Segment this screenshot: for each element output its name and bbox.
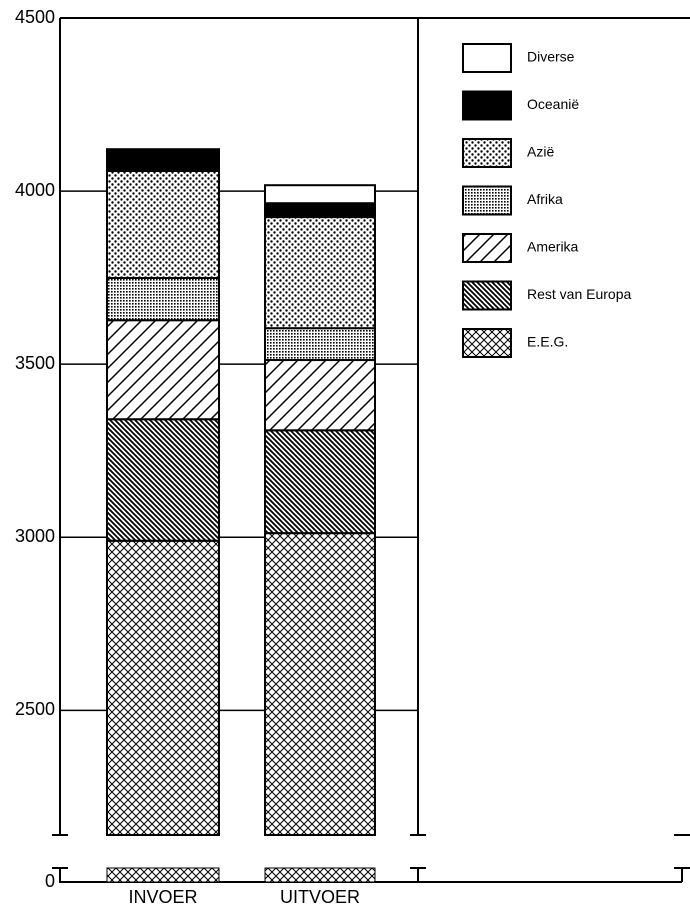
y-tick-label: 0 <box>45 871 55 891</box>
y-tick-label: 3000 <box>15 526 55 546</box>
legend-swatch <box>462 233 512 263</box>
legend-swatch <box>462 185 512 216</box>
legend-label: Amerika <box>527 239 579 255</box>
legend-swatch <box>462 328 512 358</box>
bar-segment <box>264 184 376 205</box>
bar-segment <box>264 216 376 330</box>
bar-segment <box>106 319 220 421</box>
bar-segment <box>264 359 376 432</box>
bar-segment <box>106 276 220 322</box>
bar-segment <box>106 170 220 279</box>
x-tick-label: UITVOER <box>280 887 360 907</box>
frame <box>52 17 690 883</box>
legend-label: Azië <box>527 144 554 160</box>
legend-swatch <box>462 138 512 168</box>
bar-segment <box>264 532 376 836</box>
y-tick-label: 4000 <box>15 180 55 200</box>
y-tick-label: 2500 <box>15 699 55 719</box>
x-tick-label: INVOER <box>128 887 197 907</box>
bar-segment <box>106 539 220 836</box>
legend-label: E.E.G. <box>527 334 568 350</box>
legend-label: Afrika <box>527 191 563 207</box>
bar-segment <box>264 327 376 362</box>
legend-swatch <box>462 43 512 73</box>
bar-segment <box>106 148 220 173</box>
y-tick-label: 3500 <box>15 353 55 373</box>
bar-segment <box>264 867 376 883</box>
legend-label: Diverse <box>527 49 575 65</box>
bar-segment <box>264 202 376 219</box>
legend-swatch <box>462 280 512 311</box>
legend-label: Rest van Europa <box>527 286 631 302</box>
bar-segment <box>106 867 220 883</box>
y-tick-label: 4500 <box>15 7 55 27</box>
legend-swatch <box>462 90 512 121</box>
bar-segment <box>106 418 220 542</box>
bar-segment <box>264 429 376 535</box>
legend-label: Oceanië <box>527 96 579 112</box>
